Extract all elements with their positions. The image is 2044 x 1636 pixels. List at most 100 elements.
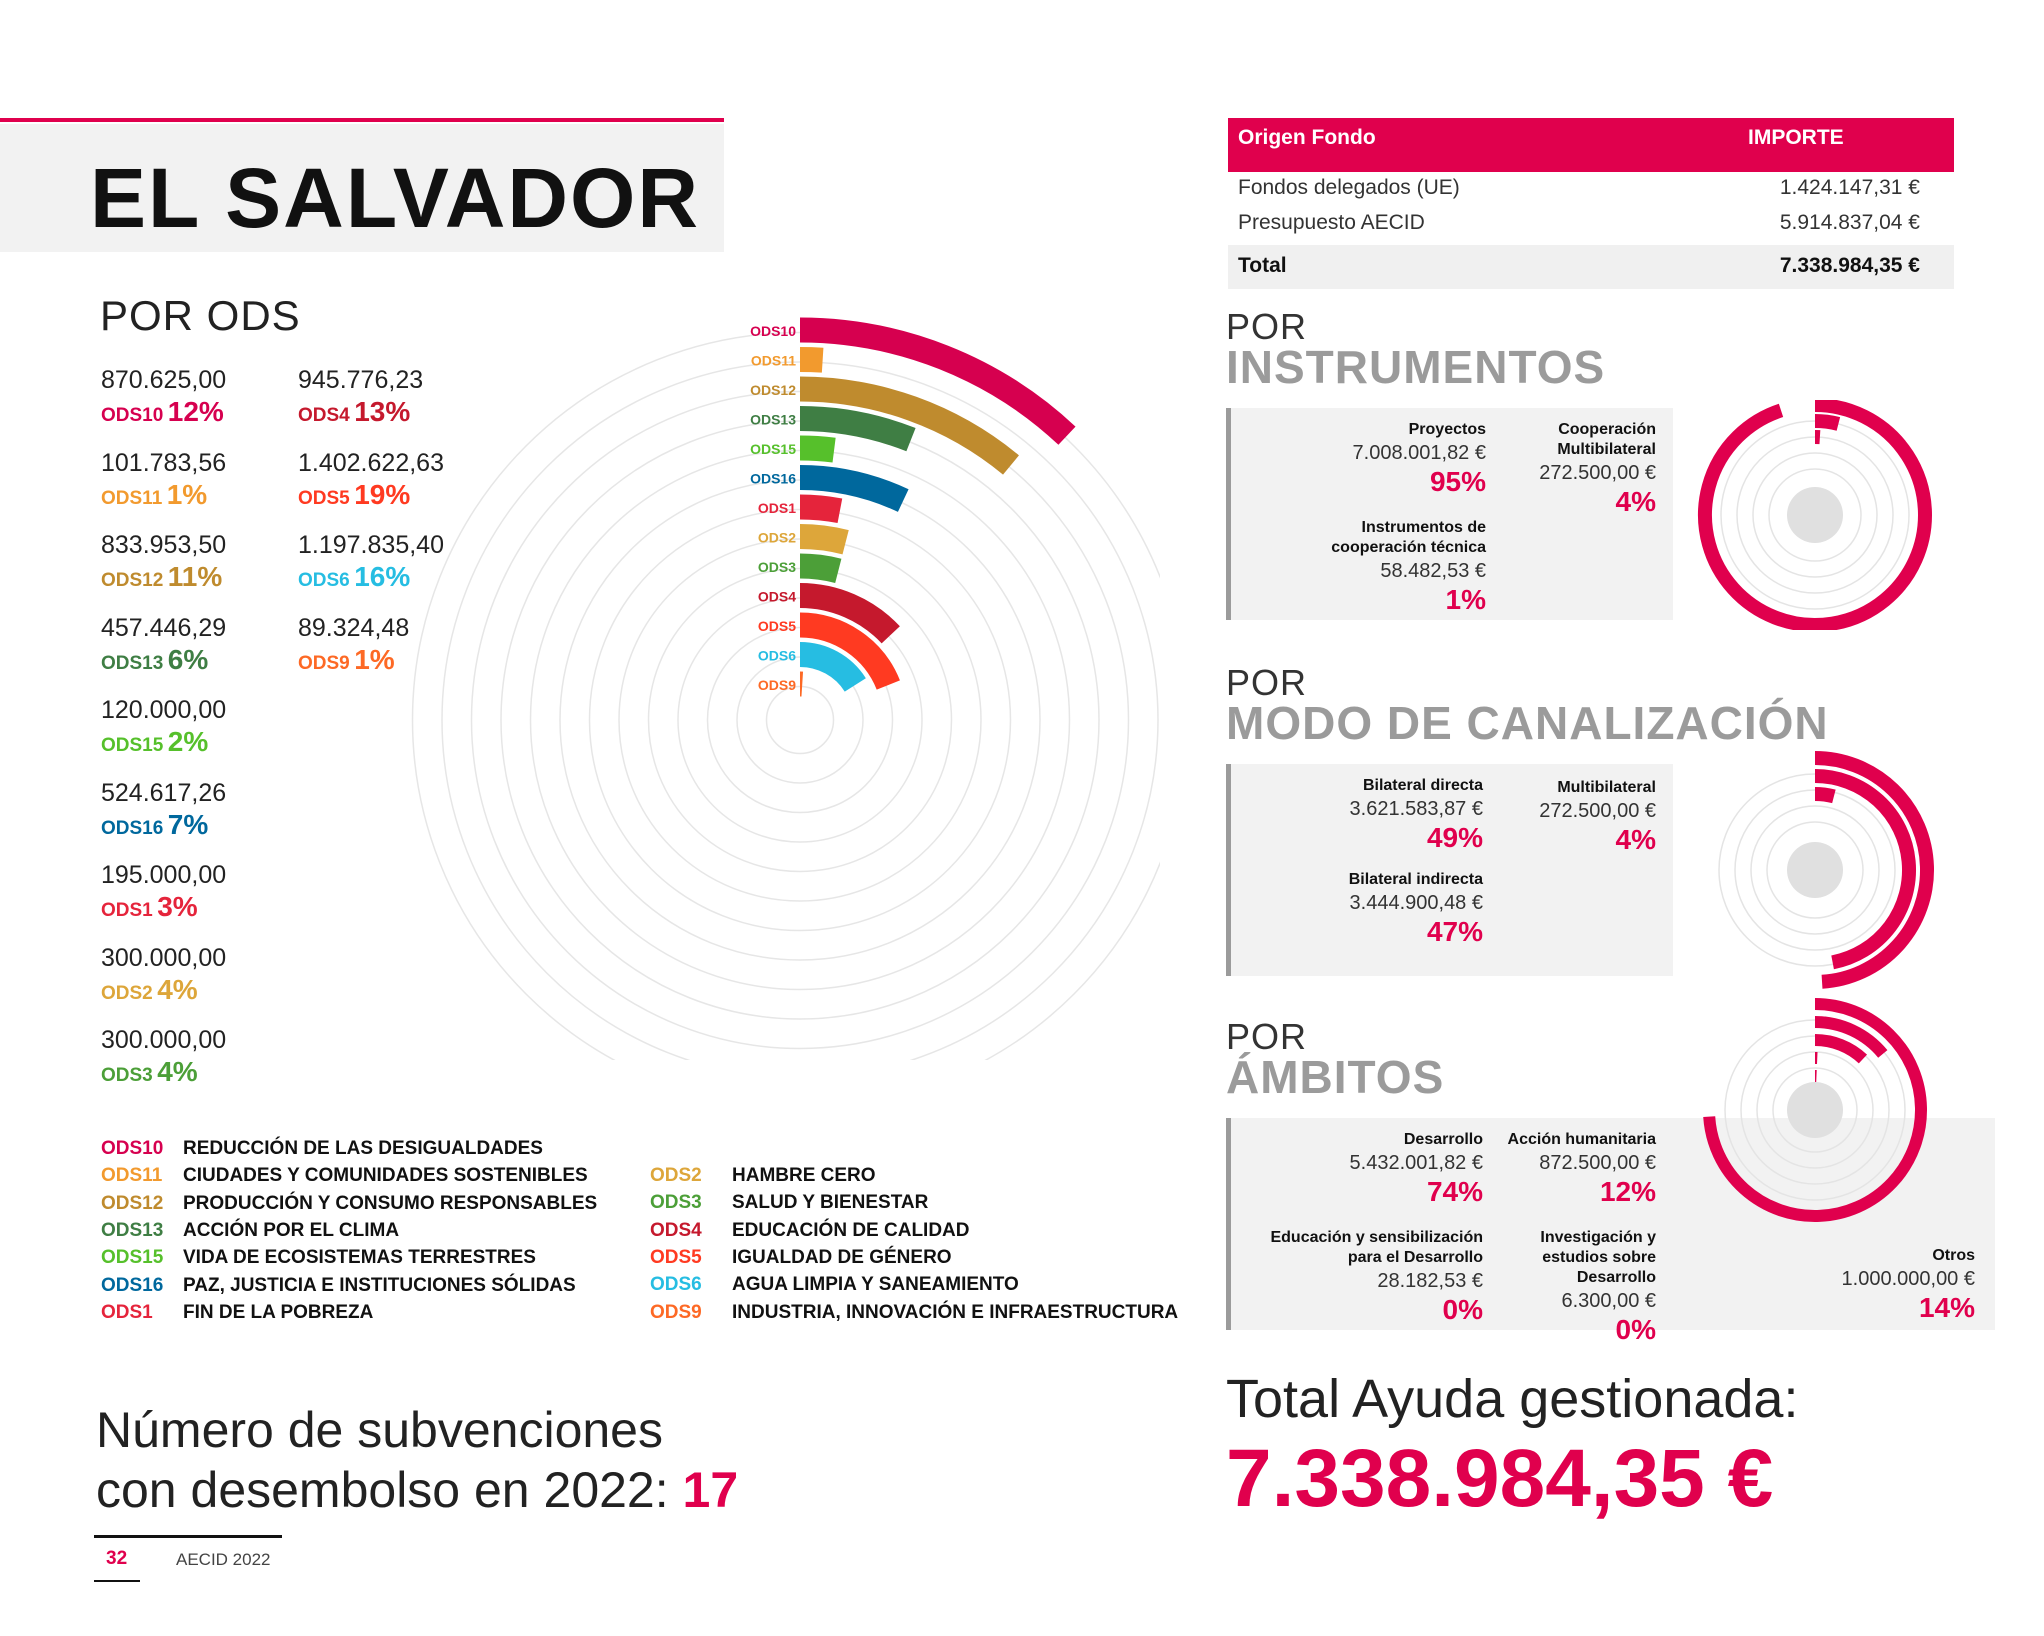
kpi-name: Otros bbox=[1932, 1247, 1975, 1264]
legend-name: FIN DE LA POBREZA bbox=[183, 1301, 374, 1323]
legend-code: ODS2 bbox=[650, 1165, 702, 1186]
chart-grid-circle bbox=[765, 685, 835, 755]
chart-label-ods6: ODS6 bbox=[758, 648, 796, 664]
subvenciones-line1: Número de subvenciones bbox=[96, 1402, 663, 1458]
ods-entry: 300.000,00 ODS2 4% bbox=[101, 943, 291, 1012]
canalizacion-ring-1 bbox=[1814, 769, 1916, 970]
chart-label-ods1: ODS1 bbox=[758, 500, 796, 516]
chart-grid-circle bbox=[706, 626, 894, 814]
ods-amount: 457.446,29 bbox=[101, 613, 227, 642]
kpi-instrumentos-cooperacion-tecnica: Instrumentos de cooperación técnica 58.4… bbox=[1271, 518, 1486, 616]
ods-entry: 870.625,00 ODS10 12% bbox=[101, 365, 291, 434]
chart-label-ods4: ODS4 bbox=[758, 589, 796, 605]
kpi-name: Bilateral directa bbox=[1362, 777, 1483, 794]
kpi-name: Bilateral indirecta bbox=[1348, 871, 1483, 888]
radial-center bbox=[1787, 1082, 1843, 1138]
ods-pct: 13% bbox=[354, 396, 411, 427]
legend-item: ODS12 PRODUCCIÓN Y CONSUMO RESPONSABLES bbox=[101, 1193, 597, 1215]
chart-label-ods10: ODS10 bbox=[750, 323, 796, 339]
page-number: 32 bbox=[106, 1548, 128, 1569]
chart-bar-ods4 bbox=[799, 583, 900, 644]
chart-label-ods13: ODS13 bbox=[750, 412, 796, 428]
legend-code: ODS9 bbox=[650, 1301, 702, 1323]
legend-item: ODS5 IGUALDAD DE GÉNERO bbox=[650, 1247, 952, 1269]
subvenciones-line2: con desembolso en 2022: bbox=[96, 1462, 669, 1518]
ods-pct: 11% bbox=[167, 561, 223, 592]
ods-code: ODS13 bbox=[101, 652, 164, 674]
ods-code: ODS5 bbox=[298, 487, 350, 509]
chart-label-ods12: ODS12 bbox=[750, 382, 796, 398]
radial-grid-circle bbox=[1766, 821, 1864, 919]
canalizacion-ring-0 bbox=[1814, 751, 1934, 989]
chart-grid-circle bbox=[618, 538, 982, 902]
chart-bar-ods1 bbox=[799, 494, 843, 524]
ambitos-ring-1 bbox=[1814, 1016, 1888, 1058]
ods-entry: 524.617,26 ODS16 7% bbox=[101, 778, 291, 847]
legend-name: ACCIÓN POR EL CLIMA bbox=[183, 1219, 400, 1241]
ods-entry: 120.000,00 ODS15 2% bbox=[101, 695, 291, 764]
legend-name: REDUCCIÓN DE LAS DESIGUALDADES bbox=[183, 1138, 543, 1159]
kpi-pct: 49% bbox=[1426, 822, 1483, 853]
ods-code: ODS3 bbox=[101, 1065, 153, 1086]
ods-code: ODS9 bbox=[298, 652, 350, 674]
kpi-desarrollo: Desarrollo 5.432.001,82 € 74% bbox=[1251, 1130, 1483, 1208]
chart-grid-circle bbox=[441, 361, 1159, 1060]
ambitos-ring-0 bbox=[1703, 998, 1927, 1222]
fund-total-value: 7.338.984,35 € bbox=[1779, 254, 1920, 277]
kpi-educacion-sensibilizacion: Educación y sensibilización para el Desa… bbox=[1241, 1228, 1483, 1326]
ods-pct: 19% bbox=[354, 478, 411, 510]
ods-code-line: ODS5 19% bbox=[298, 478, 488, 517]
kpi-pct: 12% bbox=[1599, 1176, 1656, 1207]
legend-code: ODS15 bbox=[101, 1247, 164, 1269]
kpi-pct: 95% bbox=[1429, 466, 1486, 497]
legend-item: ODS13 ACCIÓN POR EL CLIMA bbox=[101, 1220, 399, 1242]
chart-grid-circle bbox=[470, 390, 1130, 1050]
legend-item: ODS10 REDUCCIÓN DE LAS DESIGUALDADES bbox=[101, 1138, 543, 1160]
kpi-amount: 1.000.000,00 € bbox=[1841, 1268, 1975, 1290]
page-title: EL SALVADOR bbox=[90, 151, 701, 245]
radial-grid-circle bbox=[1768, 468, 1862, 562]
ods-code: ODS2 bbox=[101, 982, 153, 1004]
kpi-name: Acción humanitaria bbox=[1507, 1131, 1656, 1148]
chart-bar-ods2 bbox=[799, 524, 849, 555]
legend-code: ODS1 bbox=[101, 1301, 153, 1323]
ods-pct: 4% bbox=[157, 973, 198, 1005]
ods-code-line: ODS2 4% bbox=[101, 973, 291, 1012]
kpi-amount: 58.482,53 € bbox=[1380, 560, 1486, 582]
ambitos-ring-2 bbox=[1814, 1034, 1868, 1064]
legend-code: ODS3 bbox=[650, 1192, 702, 1214]
ods-pct: 4% bbox=[157, 1056, 198, 1087]
chart-label-ods11: ODS11 bbox=[751, 353, 796, 369]
ods-pct: 1% bbox=[166, 478, 208, 510]
ods-entry: 101.783,56 ODS11 1% bbox=[101, 448, 291, 517]
kpi-investigacion-estudios: Investigación y estudios sobre Desarroll… bbox=[1476, 1228, 1656, 1346]
fund-table-col-importe: IMPORTE bbox=[1748, 126, 1844, 149]
legend-name: IGUALDAD DE GÉNERO bbox=[732, 1246, 952, 1268]
kpi-amount: 272.500,00 € bbox=[1539, 462, 1656, 484]
ods-code-line: ODS3 4% bbox=[101, 1055, 291, 1094]
ods-code-line: ODS11 1% bbox=[101, 478, 291, 517]
chart-label-ods3: ODS3 bbox=[758, 559, 796, 575]
ods-pct: 12% bbox=[167, 396, 224, 427]
radial-grid-circle bbox=[1750, 805, 1880, 935]
chart-bar-ods10 bbox=[799, 317, 1076, 445]
ods-code: ODS16 bbox=[101, 817, 164, 839]
ods-code-line: ODS4 13% bbox=[298, 395, 488, 434]
ods-code-line: ODS9 1% bbox=[298, 643, 488, 682]
ods-amount: 870.625,00 bbox=[101, 366, 227, 394]
fund-row-label: Fondos delegados (UE) bbox=[1238, 176, 1460, 199]
canalizacion-radial-chart bbox=[1718, 751, 1934, 989]
fund-row-value: 1.424.147,31 € bbox=[1779, 176, 1920, 199]
kpi-pct: 74% bbox=[1426, 1176, 1483, 1207]
instrumentos-heading-small: POR bbox=[1226, 306, 1308, 347]
legend-item: ODS4 EDUCACIÓN DE CALIDAD bbox=[650, 1220, 970, 1242]
ods-code-line: ODS12 11% bbox=[101, 560, 291, 599]
ods-entry: 457.446,29 ODS13 6% bbox=[101, 613, 291, 682]
chart-bar-ods11 bbox=[799, 346, 824, 373]
kpi-bilateral-directa: Bilateral directa 3.621.583,87 € 49% bbox=[1251, 776, 1483, 854]
chart-label-ods15: ODS15 bbox=[750, 441, 796, 457]
legend-name: VIDA DE ECOSISTEMAS TERRESTRES bbox=[183, 1247, 536, 1269]
legend-item: ODS9 INDUSTRIA, INNOVACIÓN E INFRAESTRUCT… bbox=[650, 1302, 1178, 1324]
legend-code: ODS13 bbox=[101, 1219, 164, 1241]
fund-table-row: Fondos delegados (UE) 1.424.147,31 € bbox=[1228, 176, 1954, 210]
